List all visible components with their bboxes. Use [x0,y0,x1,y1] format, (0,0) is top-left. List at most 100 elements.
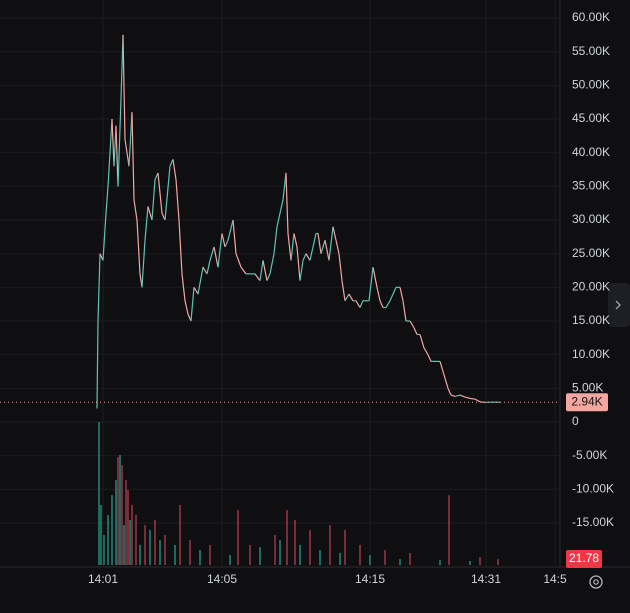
price-line-segment [221,233,226,248]
volume-bar [384,550,386,565]
price-line-segment [413,327,418,335]
price-line-segment [464,396,471,400]
y-tick-label: -15.00K [572,515,614,529]
price-line-segment [359,300,364,308]
side-panel-toggle[interactable] [608,283,630,327]
price-line-segment [409,320,415,329]
price-line-segment [335,240,340,254]
price-line-segment [262,260,268,281]
price-line-segment [147,206,153,221]
price-line-segment [309,246,314,261]
price-line-segment [232,219,237,254]
price-line-segment [296,246,301,281]
volume-bar [359,544,361,565]
volume-bar [409,552,411,565]
price-line-segment [276,213,281,227]
price-line-segment [320,240,326,254]
y-tick-label: 30.00K [572,212,610,226]
price-line-segment [290,233,295,261]
price-line-segment [151,179,156,221]
price-line-segment [459,394,466,398]
volume-bar [164,535,166,565]
price-line-segment [299,260,304,281]
price-line-segment [379,300,384,308]
y-tick-label: -5.00K [572,448,607,462]
volume-bar [286,510,288,565]
price-line-segment [227,219,234,241]
price-line-segment [285,172,289,234]
price-line-segment [279,199,284,214]
price-line-segment [202,266,208,275]
price-line-segment [385,300,391,308]
y-tick-label: 10.00K [572,347,610,361]
price-line-segment [302,253,307,261]
price-line-segment [190,287,195,322]
price-line-segment [105,186,109,214]
price-line-segment [235,253,242,268]
volume-bar [139,544,141,565]
price-line-segment [107,118,113,187]
price-line-segment [287,233,292,261]
last-price-box [566,393,608,412]
volume-bar [149,529,151,565]
volume-bar [469,560,471,565]
price-line-segment [117,98,122,187]
volume-bar [249,544,251,565]
volume-bar [344,529,346,565]
price-line-segment [332,226,337,241]
price-line-segment [392,287,397,295]
price-line-segment [439,361,445,376]
y-tick-label: 0 [572,414,579,428]
price-line-segment [124,139,128,153]
volume-bar [121,465,123,565]
volume-bar [339,552,341,565]
price-line-segment [240,266,247,275]
price-line-segment [131,112,135,200]
price-line-segment [178,219,183,274]
volume-bar [117,457,119,565]
price-line-segment [293,233,298,248]
price-line-segment [368,267,374,301]
volume-bar [123,525,125,565]
volume-bar [309,529,311,565]
volume-bar [209,544,211,565]
y-tick-label: 5.00K [572,380,603,394]
x-tick-label: 14:01 [88,572,118,586]
volume-bar [131,505,133,565]
price-line-segment [193,287,199,295]
price-line-segment [312,233,317,248]
last-volume-label: 21.78 [569,551,599,565]
price-line-segment [328,226,334,261]
price-line-segment [273,226,278,254]
price-line-segment [355,300,361,308]
volume-bar [115,480,117,565]
volume-bar [107,514,109,565]
gear-outer [589,575,603,589]
volume-bar [111,495,113,565]
settings-icon[interactable] [589,575,603,589]
price-line-segment [217,233,223,268]
volume-bar [125,480,127,565]
price-line-segment [133,199,138,221]
price-line-segment [184,300,189,315]
volume-bar [497,559,499,565]
price-line-segment [181,273,186,301]
price-line-segment [266,273,271,281]
y-tick-label: 40.00K [572,145,610,159]
price-line-segment [102,213,107,261]
x-tick-label: 14:5 [543,572,567,586]
x-tick-label: 14:15 [355,572,385,586]
price-line-segment [399,287,404,301]
volume-bar [319,550,321,565]
price-line-segment [169,159,174,167]
price-line-segment [447,388,452,396]
price-line-segment [254,273,261,281]
last-volume-box [566,550,602,568]
price-line-segment [206,260,211,275]
volume-bar [127,490,129,565]
y-tick-label: 50.00K [572,78,610,92]
volume-bar [369,555,371,565]
y-tick-label: -10.00K [572,481,614,495]
